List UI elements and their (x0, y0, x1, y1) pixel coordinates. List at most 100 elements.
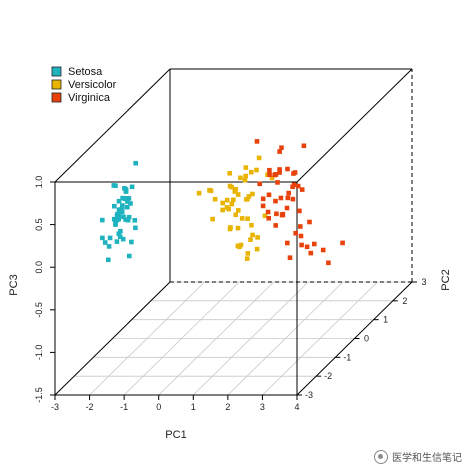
point-versicolor (196, 190, 202, 196)
point-virginica (257, 181, 262, 187)
point-versicolor (238, 242, 244, 248)
point-virginica (301, 143, 307, 149)
y-axis-label: PC2 (440, 269, 452, 290)
y-tick-label: 2 (402, 296, 407, 306)
x-tick-label: 0 (156, 402, 161, 412)
point-virginica (260, 203, 266, 209)
z-tick-label: -0.5 (34, 302, 44, 318)
series-virginica (254, 139, 345, 266)
point-setosa (129, 239, 134, 245)
point-virginica (287, 255, 293, 260)
point-versicolor (245, 216, 250, 221)
point-virginica (265, 209, 271, 215)
point-setosa (121, 214, 126, 220)
point-virginica (292, 170, 298, 175)
watermark: 医学和生信笔记 (374, 449, 462, 464)
point-virginica (290, 196, 296, 202)
point-setosa (111, 216, 117, 222)
y-tick-label: -1 (343, 352, 351, 362)
point-versicolor (254, 167, 259, 173)
point-versicolor (262, 213, 268, 219)
point-setosa (122, 186, 127, 191)
watermark-text: 医学和生信笔记 (392, 453, 462, 464)
point-virginica (285, 195, 291, 201)
point-versicolor (227, 171, 232, 176)
point-virginica (274, 211, 279, 217)
point-virginica (297, 208, 302, 214)
point-versicolor (249, 169, 254, 175)
point-virginica (293, 230, 298, 236)
point-virginica (266, 216, 271, 221)
point-setosa (100, 217, 105, 223)
point-versicolor (212, 196, 218, 202)
point-versicolor (249, 222, 254, 228)
point-virginica (267, 167, 272, 173)
box-edge-top-left (54, 68, 171, 183)
point-setosa (111, 183, 117, 188)
legend-label-setosa: Setosa (68, 66, 103, 78)
point-versicolor (255, 235, 260, 240)
point-versicolor (208, 188, 214, 194)
x-tick-label: -3 (51, 402, 59, 412)
point-setosa (123, 188, 129, 193)
y-tick-label: 1 (383, 315, 388, 325)
point-setosa (118, 228, 123, 234)
point-setosa (125, 217, 131, 223)
z-tick-label: -1.0 (34, 345, 44, 361)
point-setosa (107, 235, 113, 241)
point-setosa (125, 204, 130, 210)
point-versicolor (246, 194, 252, 199)
legend-swatch-virginica (51, 92, 62, 103)
point-versicolor (238, 175, 243, 181)
data-points (100, 139, 345, 266)
x-tick-label: 4 (294, 402, 299, 412)
point-setosa (100, 235, 105, 241)
point-versicolor (224, 205, 230, 210)
point-setosa (114, 239, 120, 244)
wechat-icon (374, 449, 388, 464)
point-versicolor (239, 216, 245, 221)
point-setosa (116, 198, 122, 204)
point-virginica (340, 240, 345, 246)
point-virginica (286, 190, 291, 196)
legend-label-virginica: Virginica (68, 92, 111, 104)
z-tick-label: -1.5 (34, 387, 44, 403)
point-versicolor (248, 237, 253, 242)
point-versicolor (224, 197, 230, 203)
point-virginica (312, 241, 317, 247)
point-setosa (132, 218, 138, 223)
point-virginica (320, 247, 326, 253)
x-axis-label: PC1 (165, 429, 186, 441)
point-virginica (273, 172, 279, 177)
point-setosa (125, 199, 130, 204)
point-versicolor (229, 184, 234, 190)
bounding-box (54, 68, 413, 396)
x-tick-label: 2 (225, 402, 230, 412)
x-tick-label: 3 (260, 402, 265, 412)
point-virginica (308, 250, 314, 256)
point-virginica (299, 187, 305, 192)
point-virginica (277, 149, 282, 154)
point-virginica (254, 139, 260, 144)
point-virginica (285, 166, 290, 172)
y-tick-label: -3 (305, 390, 313, 400)
point-virginica (277, 167, 282, 172)
point-virginica (299, 242, 304, 248)
point-virginica (278, 195, 284, 201)
point-versicolor (242, 177, 248, 183)
point-versicolor (220, 207, 225, 213)
point-setosa (133, 160, 138, 166)
y-tick-label: 0 (364, 334, 369, 344)
point-versicolor (236, 208, 241, 213)
box-edge-top-right (296, 68, 413, 183)
point-virginica (279, 212, 285, 218)
point-virginica (277, 170, 282, 175)
axis-ticks: -3 -2 -1 0 1 2 3 4 -3 -2 -1 0 1 2 3 -1.5 -1.0 -0.5 0.0 0.5 1… (34, 176, 427, 412)
point-virginica (266, 192, 272, 198)
point-virginica (267, 172, 272, 178)
z-tick-label: 0.5 (34, 218, 44, 231)
point-virginica (275, 180, 280, 185)
point-versicolor (256, 155, 262, 161)
point-versicolor (220, 200, 225, 206)
